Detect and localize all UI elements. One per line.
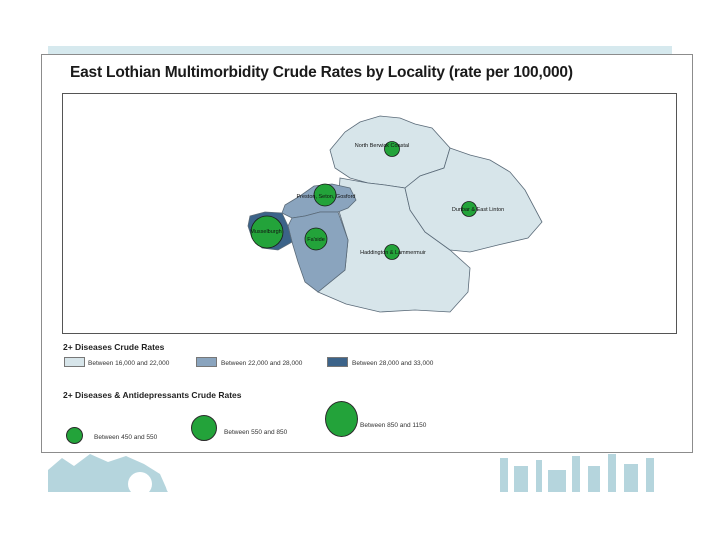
region-dunbar-east-linton (404, 147, 543, 253)
label-musselburgh: Musselburgh (250, 229, 282, 235)
legend-swatch-low (64, 357, 85, 367)
legend-swatch-high (327, 357, 348, 367)
label-dunbar: Dunbar & East Linton (452, 207, 504, 213)
marker-north-berwick (384, 141, 400, 157)
legend-circle-label-medium: Between 550 and 850 (224, 429, 288, 436)
marker-fa-side (304, 227, 328, 251)
legend-antidepressants-heading: 2+ Diseases & Antidepressants Crude Rate… (63, 390, 242, 400)
label-north-berwick: North Berwick Coastal (355, 143, 409, 149)
bottom-decorative-band (48, 454, 654, 492)
legend-label-high: Between 28,000 and 33,000 (352, 360, 434, 367)
legend-circle-medium (191, 415, 217, 441)
marker-musselburgh (250, 215, 284, 249)
label-haddington: Haddington & Lammermuir (360, 250, 426, 256)
legend-circle-label-large: Between 850 and 1150 (360, 422, 427, 429)
map-title: East Lothian Multimorbidity Crude Rates … (70, 64, 573, 81)
legend-circle-large (325, 401, 358, 437)
top-decorative-band (48, 46, 672, 54)
label-preston-seton-gosford: Preston, Seton, Gosford (296, 194, 355, 200)
legend-circle-label-small: Between 450 and 550 (94, 434, 158, 441)
legend-crude-rates-heading: 2+ Diseases Crude Rates (63, 342, 165, 352)
legend-label-mid: Between 22,000 and 28,000 (221, 360, 303, 367)
legend-circle-small (66, 427, 83, 444)
marker-preston-seton-gosford (313, 183, 337, 207)
marker-dunbar (461, 201, 477, 217)
label-fa-side: Fa'side (307, 237, 325, 243)
legend-swatch-mid (196, 357, 217, 367)
marker-haddington (384, 244, 400, 260)
legend-label-low: Between 16,000 and 22,000 (88, 360, 170, 367)
